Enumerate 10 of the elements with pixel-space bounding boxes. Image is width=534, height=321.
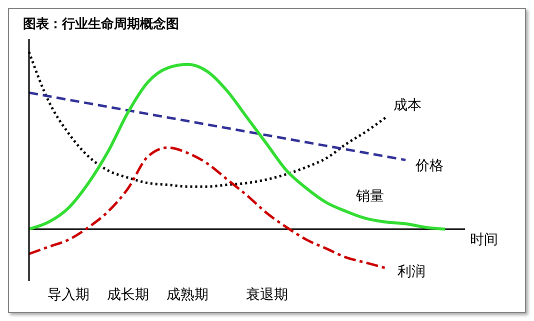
x-tick-label: 成长期 <box>107 286 150 303</box>
series-label: 销量 <box>354 188 384 204</box>
series-label: 价格 <box>414 158 444 174</box>
x-axis-title: 时间 <box>470 232 498 248</box>
chart-title: 图表：行业生命周期概念图 <box>23 16 179 33</box>
x-tick-label: 衰退期 <box>246 286 288 303</box>
series-label: 成本 <box>394 97 422 114</box>
x-tick-label: 成熟期 <box>166 286 209 303</box>
x-tick-label: 导入期 <box>48 286 90 303</box>
series-label: 利润 <box>398 264 426 280</box>
